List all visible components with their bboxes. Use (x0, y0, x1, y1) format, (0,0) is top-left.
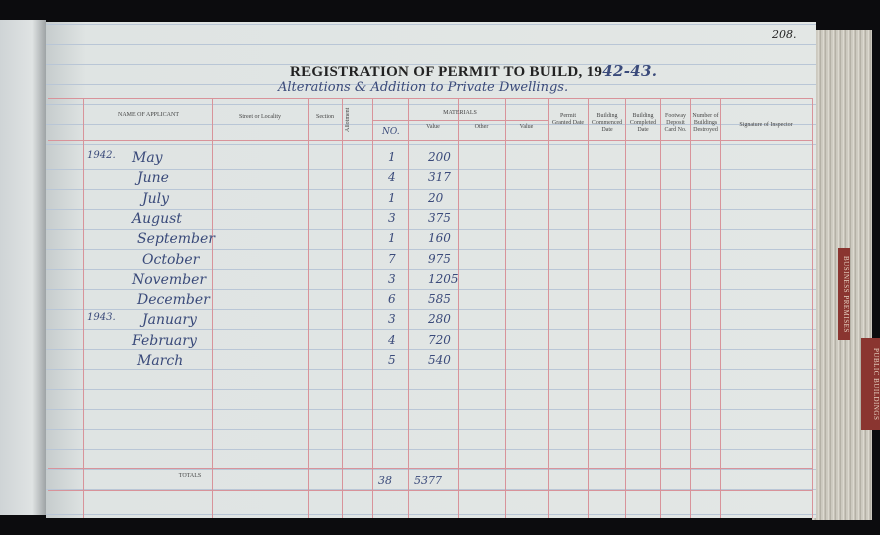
column-rule (372, 98, 373, 518)
row-value: 200 (428, 150, 451, 164)
column-rule (505, 98, 506, 518)
column-rule (660, 98, 661, 518)
row-no: 5 (388, 353, 396, 367)
column-rule (308, 98, 309, 518)
header-value: Value (426, 124, 440, 130)
row-no: 1 (388, 150, 396, 164)
row-month: November (132, 271, 207, 288)
row-month: July (142, 190, 170, 207)
row-no: 7 (388, 251, 396, 266)
header-allotment: Allotment (345, 107, 351, 132)
column-rule (548, 98, 549, 518)
row-month: September (137, 231, 215, 248)
header-footway: Footway Deposit Card No. (664, 113, 687, 133)
header-street: Street or Locality (239, 114, 281, 120)
header-materials: MATERIALS (443, 110, 477, 116)
column-rule (458, 98, 459, 518)
row-value: 317 (428, 170, 451, 185)
totals-value: 5377 (414, 474, 442, 487)
title-year: 42-43. (602, 62, 658, 80)
row-value: 280 (428, 312, 451, 327)
row-no: 6 (388, 292, 396, 307)
row-year: 1943. (87, 312, 116, 324)
header-destroyed: Number of Buildings Destroyed (692, 113, 719, 133)
row-month: May (132, 150, 163, 166)
column-rule (342, 98, 343, 518)
subtitle: Alterations & Addition to Private Dwelli… (278, 80, 569, 95)
column-rule (812, 98, 813, 518)
page-title: REGISTRATION OF PERMIT TO BUILD, 1942-43… (290, 62, 657, 81)
ledger-page (46, 22, 816, 518)
column-rule (720, 98, 721, 518)
row-month: March (137, 353, 184, 369)
row-month: January (142, 312, 197, 329)
tab-label: PUBLIC BUILDINGS (872, 347, 880, 421)
title-text: REGISTRATION OF PERMIT TO BUILD, 19 (290, 64, 603, 80)
row-value: 540 (428, 353, 451, 367)
tab-label: BUSINESS PREMISES (842, 255, 850, 333)
row-no: 4 (388, 332, 396, 347)
row-no: 4 (388, 170, 396, 185)
row-value: 160 (428, 231, 451, 246)
row-value: 20 (428, 190, 444, 205)
row-value: 585 (428, 292, 451, 307)
row-month: February (132, 332, 197, 349)
row-no: 3 (388, 210, 396, 225)
row-year: 1942. (87, 150, 116, 161)
row-rule (48, 468, 812, 469)
column-rule (690, 98, 691, 518)
header-completed-date: Building Completed Date (629, 113, 657, 133)
row-value: 975 (428, 251, 451, 266)
header-permit-date: Permit Granted Date (551, 113, 585, 126)
header-commenced-date: Building Commenced Date (591, 113, 623, 133)
column-rule (408, 98, 409, 518)
row-month: October (142, 251, 200, 268)
row-no: 1 (388, 190, 396, 205)
column-rule (588, 98, 589, 518)
row-rule (48, 140, 812, 141)
row-rule (48, 98, 812, 99)
row-rule (372, 120, 548, 121)
row-value: 720 (428, 332, 451, 347)
row-value: 375 (428, 210, 451, 225)
header-name: NAME OF APPLICANT (117, 112, 179, 118)
column-rule (625, 98, 626, 518)
tab-business-premises[interactable]: BUSINESS PREMISES (838, 248, 850, 340)
header-section: Section (316, 114, 334, 120)
row-rule (48, 490, 812, 491)
column-rule (212, 98, 213, 518)
row-month: December (137, 292, 210, 309)
row-no: 1 (388, 231, 396, 246)
tab-public-buildings[interactable]: PUBLIC BUILDINGS (861, 338, 880, 430)
row-no: 3 (388, 312, 396, 327)
totals-label: TOTALS (178, 473, 202, 479)
row-month: August (132, 210, 182, 227)
header-signature: Signature of Inspector (739, 122, 793, 128)
row-month: June (137, 170, 169, 187)
totals-no: 38 (378, 474, 392, 487)
facing-page (0, 20, 46, 515)
row-value: 1205 (428, 271, 459, 286)
column-rule (83, 98, 84, 518)
header-value-2: Value (519, 124, 534, 130)
row-no: 3 (388, 271, 396, 286)
header-other: Other (474, 124, 489, 130)
page-number: 208. (772, 28, 797, 41)
header-no: NO. (382, 127, 400, 137)
